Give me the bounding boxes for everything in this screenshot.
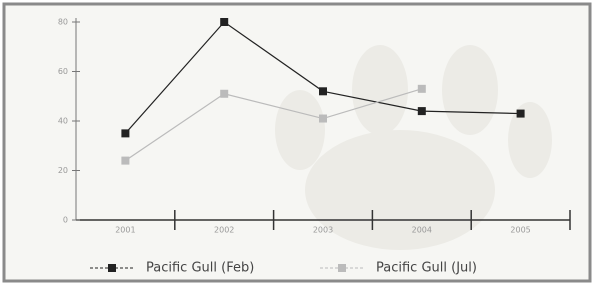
- point: [418, 85, 426, 93]
- x-tick-label: 2005: [510, 226, 530, 235]
- point: [121, 129, 129, 137]
- page: {"chart_data": {"type": "line", "categor…: [0, 0, 594, 285]
- y-tick-label: 20: [58, 166, 68, 175]
- point: [319, 87, 327, 95]
- x-tick-label: 2003: [313, 226, 333, 235]
- x-tick-label: 2002: [214, 226, 234, 235]
- point: [220, 18, 228, 26]
- y-tick-label: 40: [58, 117, 68, 126]
- point: [517, 110, 525, 118]
- x-tick-label: 2001: [115, 226, 135, 235]
- y-tick-label: 80: [58, 18, 68, 27]
- chart: 0 20 40 60 80 2001 2002 2003 2004 2005 Pacific Gul…: [0, 0, 594, 285]
- legend-label: Pacific Gull (Feb): [146, 261, 254, 276]
- point: [319, 115, 327, 123]
- legend-marker: [338, 264, 346, 272]
- y-tick-label: 60: [58, 67, 68, 76]
- x-tick-label: 2004: [412, 226, 432, 235]
- legend-label: Pacific Gull (Jul): [376, 261, 477, 276]
- point: [220, 90, 228, 98]
- legend-marker: [108, 264, 116, 272]
- point: [121, 157, 129, 165]
- point: [418, 107, 426, 115]
- y-tick-label: 0: [63, 216, 68, 225]
